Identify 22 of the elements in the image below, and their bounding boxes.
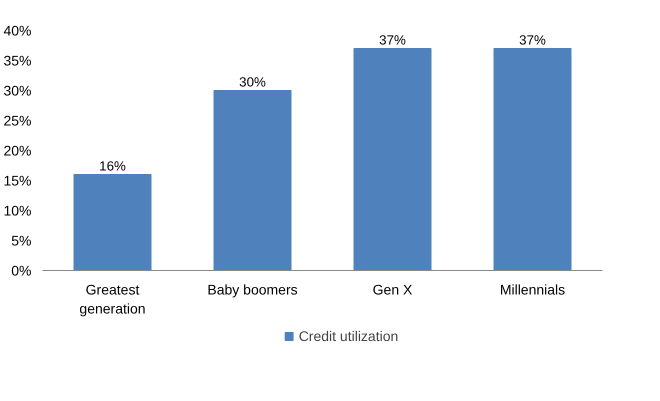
y-tick-label: 25%: [3, 112, 32, 128]
data-label: 37%: [379, 32, 406, 48]
data-label: 30%: [239, 74, 266, 90]
bar: [214, 90, 292, 270]
x-tick-label: Greatest generation: [79, 282, 146, 317]
x-tick-label: Baby boomers: [207, 282, 298, 298]
y-tick-label: 0%: [11, 262, 32, 278]
bar: [354, 48, 432, 270]
bar: [494, 48, 572, 270]
y-tick-label: 35%: [3, 52, 32, 68]
y-tick-label: 10%: [3, 202, 32, 218]
legend-label: Credit utilization: [298, 328, 398, 344]
y-tick-label: 40%: [3, 22, 32, 38]
data-label: 16%: [99, 158, 126, 174]
y-tick-label: 5%: [11, 232, 32, 248]
y-tick-label: 20%: [3, 142, 32, 158]
y-tick-label: 15%: [3, 172, 32, 188]
x-tick-label: Millennials: [500, 282, 566, 298]
x-tick-label: Gen X: [372, 282, 414, 298]
bar: [74, 174, 152, 270]
data-label: 37%: [519, 32, 546, 48]
y-tick-label: 30%: [3, 82, 32, 98]
